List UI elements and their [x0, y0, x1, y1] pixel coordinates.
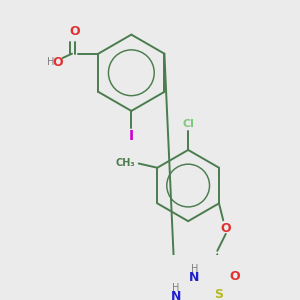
Text: I: I: [129, 129, 134, 143]
Text: S: S: [214, 288, 223, 300]
Text: H: H: [172, 283, 179, 293]
Text: N: N: [171, 290, 181, 300]
Text: CH₃: CH₃: [115, 158, 135, 169]
Text: O: O: [220, 222, 231, 235]
Text: O: O: [69, 25, 80, 38]
Text: O: O: [52, 56, 63, 69]
Text: O: O: [230, 270, 240, 283]
Text: H: H: [191, 265, 198, 275]
Text: N: N: [189, 272, 200, 284]
Text: H: H: [47, 57, 55, 67]
Text: Cl: Cl: [182, 119, 194, 130]
